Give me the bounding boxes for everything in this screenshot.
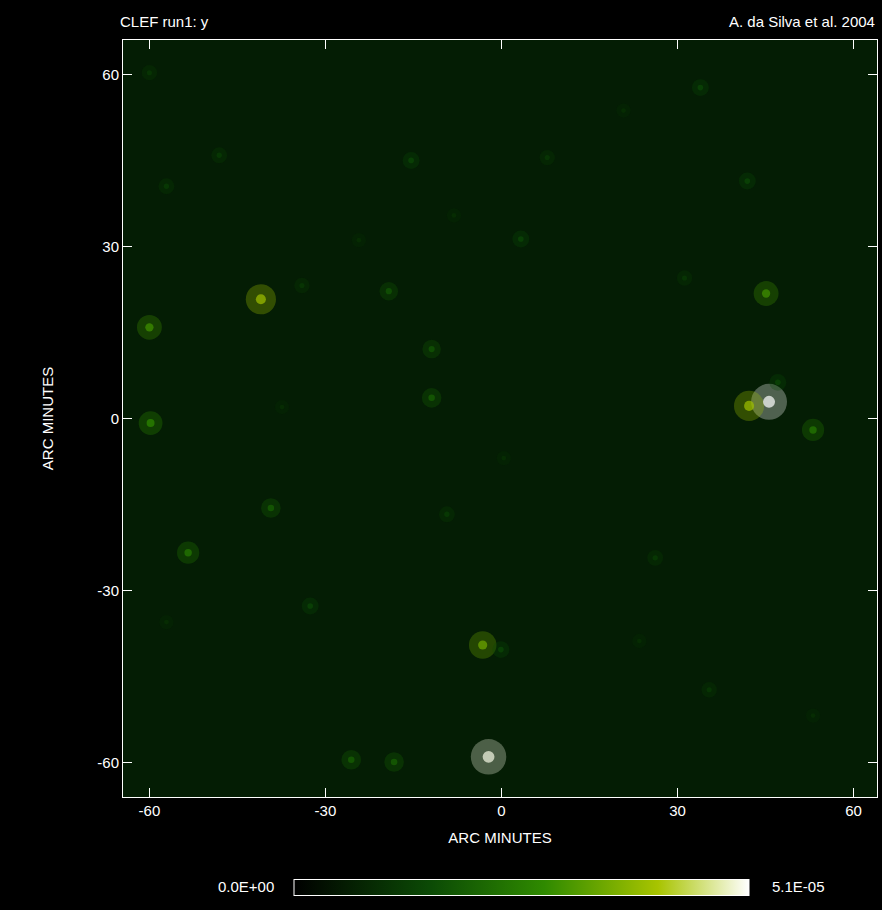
svg-text:-30: -30: [315, 802, 337, 819]
svg-text:0: 0: [497, 802, 505, 819]
svg-text:CLEF run1: y: CLEF run1: y: [120, 13, 209, 30]
svg-text:-60: -60: [97, 754, 119, 771]
svg-text:60: 60: [102, 66, 119, 83]
svg-text:ARC MINUTES: ARC MINUTES: [448, 829, 551, 846]
svg-text:0.0E+00: 0.0E+00: [218, 878, 274, 895]
svg-text:30: 30: [102, 238, 119, 255]
svg-text:-60: -60: [139, 802, 161, 819]
svg-text:30: 30: [669, 802, 686, 819]
svg-text:0: 0: [111, 410, 119, 427]
svg-text:ARC MINUTES: ARC MINUTES: [39, 367, 56, 470]
svg-text:A. da Silva et al. 2004: A. da Silva et al. 2004: [729, 13, 875, 30]
svg-text:-30: -30: [97, 582, 119, 599]
svg-text:5.1E-05: 5.1E-05: [772, 878, 825, 895]
svg-text:60: 60: [845, 802, 862, 819]
